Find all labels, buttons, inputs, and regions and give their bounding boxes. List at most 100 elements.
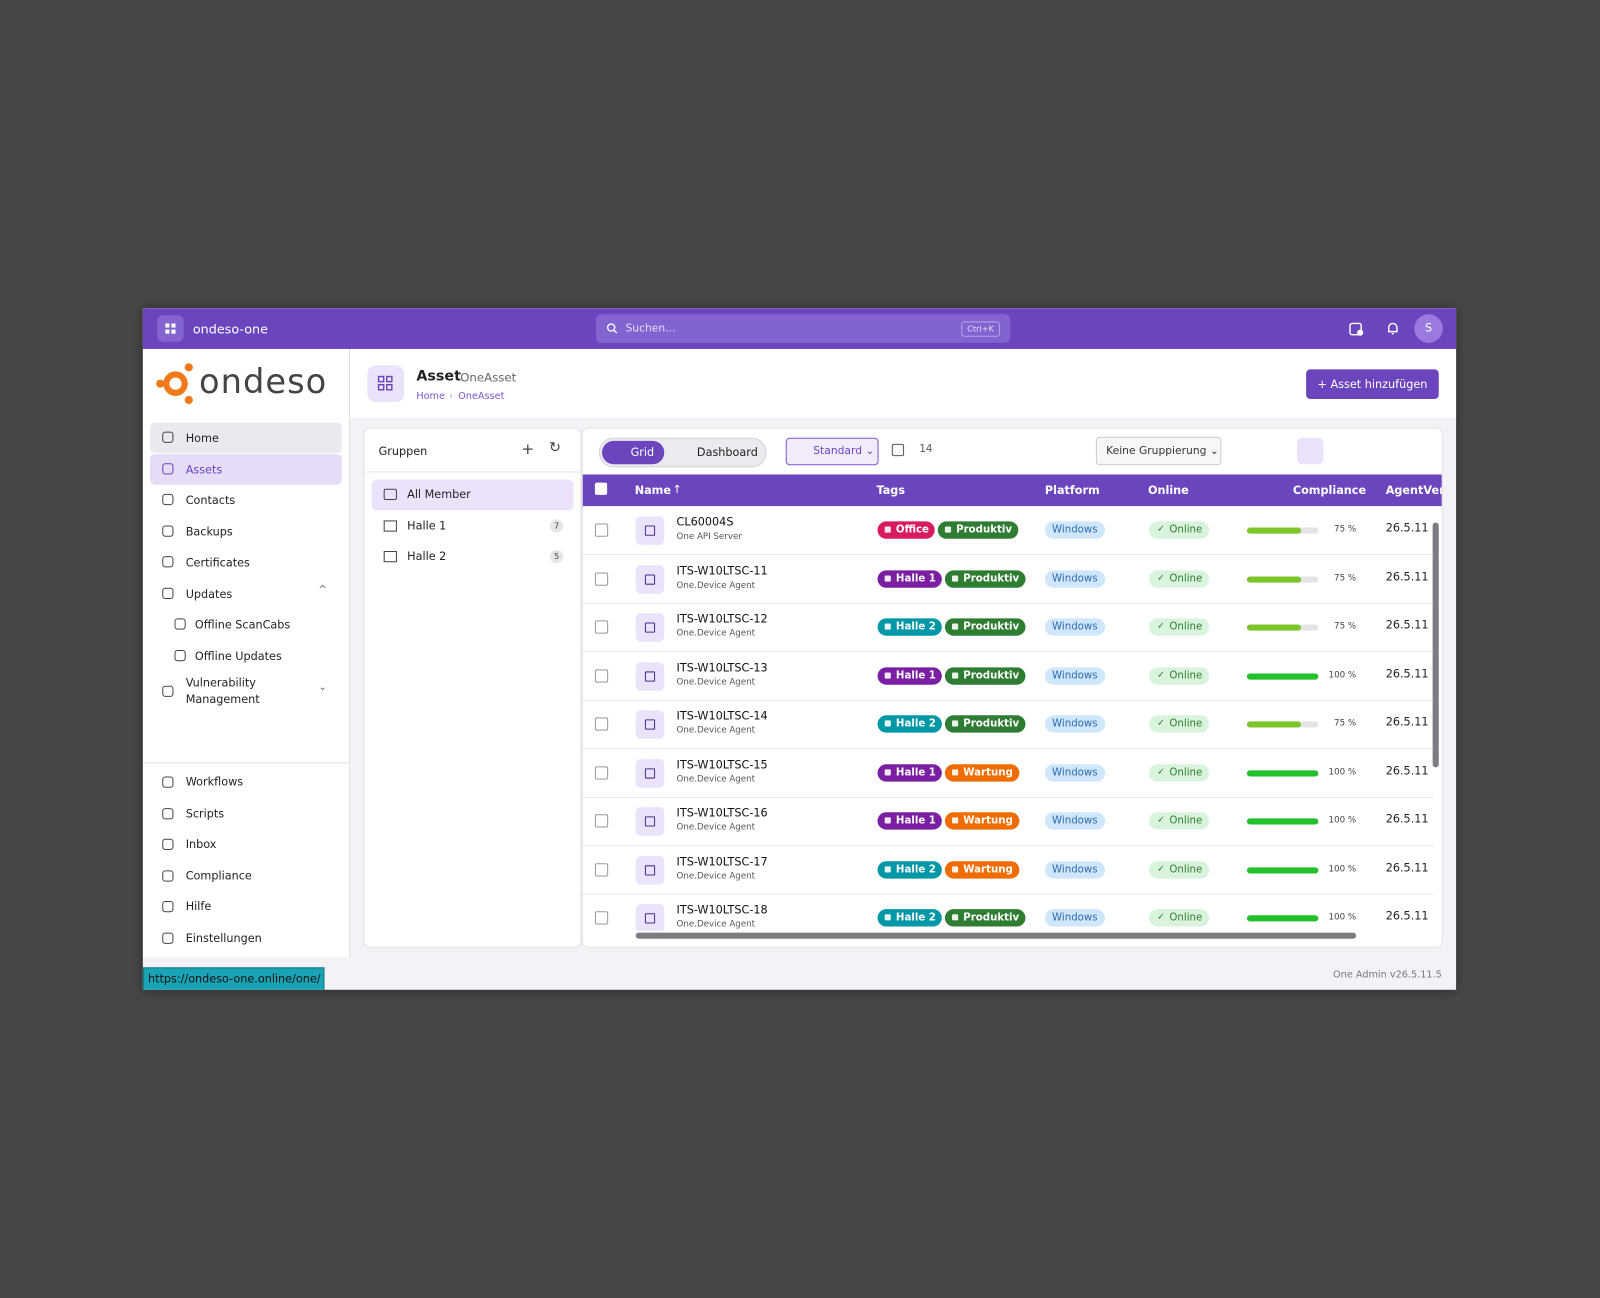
- table-row[interactable]: ITS-W10LTSC-17 One.Device Agent Halle 2 War…: [582, 845, 1434, 895]
- nav-item[interactable]: Vulnerability Management ⌄: [150, 671, 342, 710]
- row-checkbox[interactable]: [594, 523, 609, 537]
- nav-item[interactable]: Compliance: [150, 861, 342, 892]
- add-group[interactable]: +: [521, 439, 535, 459]
- select-all[interactable]: [594, 482, 608, 495]
- apps-icon: [165, 323, 176, 334]
- tag-icon: [952, 768, 959, 775]
- nav-item[interactable]: Updates ^: [150, 579, 342, 610]
- preset-select[interactable]: Standard ⌄: [785, 437, 879, 466]
- page-subtitle: OneAsset: [460, 370, 517, 385]
- row-checkbox[interactable]: [594, 862, 609, 877]
- nav-item[interactable]: Certificates: [150, 547, 342, 578]
- row-checkbox[interactable]: [594, 668, 609, 683]
- group-item[interactable]: All Member: [371, 479, 574, 511]
- notification-icon[interactable]: [1385, 320, 1401, 336]
- nav: Home Assets Contacts Backups Certificates Upd…: [143, 349, 349, 957]
- nav-item[interactable]: Assets: [149, 454, 342, 485]
- search-icon: [606, 323, 618, 334]
- color-toggle[interactable]: [1296, 437, 1324, 465]
- asset-name[interactable]: CL60004S: [676, 515, 734, 529]
- nav-item[interactable]: Scripts: [150, 798, 342, 829]
- table-row[interactable]: ITS-W10LTSC-12 One.Device Agent Halle 2 Pro…: [582, 603, 1434, 653]
- row-checkbox[interactable]: [594, 717, 609, 731]
- avatar[interactable]: S: [1414, 314, 1443, 343]
- asset-name[interactable]: ITS-W10LTSC-12: [676, 612, 768, 626]
- compliance-label: 75 %: [1334, 718, 1357, 729]
- column-header[interactable]: Name: [634, 483, 671, 497]
- grouping-select[interactable]: Keine Gruppierung ⌄: [1095, 436, 1222, 466]
- app-window: ondeso-one Suchen... Ctrl+K S ondeso Hom…: [142, 308, 1457, 990]
- group-icon: [383, 519, 397, 532]
- asset-icon-glyph: [644, 816, 656, 827]
- tag-icon: [952, 574, 959, 582]
- breadcrumb-current[interactable]: OneAsset: [458, 390, 505, 403]
- expand-chevron[interactable]: ⌄: [318, 681, 327, 693]
- nav-icon: [162, 587, 174, 599]
- asset-name[interactable]: ITS-W10LTSC-15: [676, 757, 768, 771]
- group-item[interactable]: Halle 2 5: [371, 542, 573, 573]
- tag: Produktiv: [944, 666, 1026, 685]
- column-header[interactable]: Online: [1147, 483, 1189, 497]
- h-scrollbar[interactable]: [635, 932, 1357, 939]
- platform-chip: Windows: [1044, 812, 1105, 830]
- asset-name[interactable]: ITS-W10LTSC-16: [676, 806, 768, 820]
- row-checkbox[interactable]: [594, 765, 609, 780]
- search-box[interactable]: Suchen... Ctrl+K: [595, 314, 1011, 343]
- view-dashboard[interactable]: Dashboard: [696, 445, 758, 460]
- table-row[interactable]: CL60004S One API Server Office Produktiv Win…: [582, 506, 1434, 556]
- table-row[interactable]: ITS-W10LTSC-16 One.Device Agent Halle 1 War…: [582, 797, 1434, 846]
- table-header: Name ↑ Tags Platform Online Compliance AgentVe…: [582, 474, 1442, 507]
- refresh-groups[interactable]: ↻: [548, 439, 561, 457]
- asset-name[interactable]: ITS-W10LTSC-14: [676, 709, 768, 723]
- column-header[interactable]: Tags: [876, 483, 906, 497]
- expand-chevron[interactable]: ^: [318, 584, 327, 596]
- online-check: ✓: [1157, 572, 1165, 584]
- table-row[interactable]: ITS-W10LTSC-14 One.Device Agent Halle 2 Pro…: [582, 700, 1434, 749]
- table-row[interactable]: ITS-W10LTSC-15 One.Device Agent Halle 1 War…: [582, 748, 1434, 798]
- nav-item[interactable]: Inbox: [150, 830, 342, 861]
- v-scrollbar[interactable]: [1432, 522, 1439, 768]
- group-item[interactable]: Halle 1 7: [371, 511, 573, 542]
- row-checkbox[interactable]: [594, 571, 609, 586]
- asset-type: One.Device Agent: [676, 628, 756, 639]
- row-checkbox[interactable]: [594, 911, 609, 925]
- online-chip: Online ✓: [1148, 666, 1210, 685]
- apps-button[interactable]: [157, 315, 184, 342]
- save-icon[interactable]: [891, 443, 905, 457]
- table-row[interactable]: ITS-W10LTSC-11 One.Device Agent Halle 1 Pro…: [582, 555, 1434, 604]
- asset-type: One.Device Agent: [676, 677, 756, 688]
- agent-version: 26.5.11.5: [1385, 666, 1429, 681]
- online-check: ✓: [1157, 766, 1165, 778]
- row-checkbox[interactable]: [594, 814, 609, 828]
- asset-name[interactable]: ITS-W10LTSC-18: [676, 903, 768, 917]
- nav-item[interactable]: Offline ScanCabs: [150, 609, 342, 640]
- nav-item[interactable]: Offline Updates: [150, 641, 342, 672]
- nav-item[interactable]: Hilfe: [150, 892, 342, 923]
- column-header[interactable]: Platform: [1044, 483, 1100, 497]
- asset-panel: Grid Dashboard Standard ⌄ 14 Keine Grupp…: [582, 428, 1442, 947]
- nav-item[interactable]: Contacts: [150, 485, 342, 516]
- breadcrumb-home[interactable]: Home: [416, 390, 445, 403]
- compliance-label: 75 %: [1334, 621, 1357, 632]
- breadcrumb-sep: ›: [448, 390, 453, 403]
- add-asset-button[interactable]: + Asset hinzufügen: [1306, 369, 1439, 399]
- view-grid[interactable]: Grid: [602, 440, 665, 465]
- asset-name[interactable]: ITS-W10LTSC-11: [676, 563, 768, 578]
- column-header[interactable]: Compliance: [1292, 483, 1367, 497]
- nav-item[interactable]: Workflows: [150, 767, 342, 798]
- nav-item[interactable]: Backups: [150, 516, 342, 547]
- calendar-icon[interactable]: [1348, 320, 1364, 336]
- column-header[interactable]: AgentVersion: [1385, 483, 1442, 497]
- logo-icon: [156, 363, 193, 405]
- compliance-label: 75 %: [1334, 572, 1357, 584]
- table-row[interactable]: ITS-W10LTSC-18 One.Device Agent Halle 2 Pro…: [583, 894, 1434, 931]
- table-row[interactable]: ITS-W10LTSC-13 One.Device Agent Halle 1 Pro…: [582, 652, 1434, 701]
- asset-name[interactable]: ITS-W10LTSC-13: [676, 660, 768, 674]
- online-chip: Online ✓: [1148, 812, 1210, 830]
- row-checkbox[interactable]: [594, 620, 609, 634]
- nav-item[interactable]: Einstellungen: [150, 923, 342, 954]
- sidebar: ondeso Home Assets Contacts Backups Certific…: [142, 348, 350, 958]
- asset-name[interactable]: ITS-W10LTSC-17: [676, 854, 768, 868]
- nav-item[interactable]: Home: [149, 422, 342, 454]
